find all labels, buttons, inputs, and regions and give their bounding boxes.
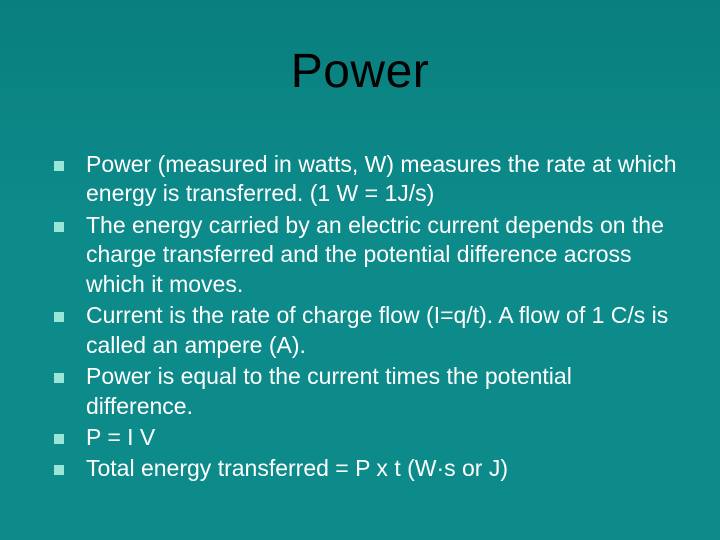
list-item: Current is the rate of charge flow (I=q/…: [54, 301, 684, 360]
bullet-text: Power is equal to the current times the …: [86, 362, 684, 421]
bullet-icon: [54, 373, 64, 383]
bullet-text: P = I V: [86, 423, 684, 452]
bullet-icon: [54, 312, 64, 322]
bullet-icon: [54, 434, 64, 444]
slide-title: Power: [0, 44, 720, 99]
list-item: P = I V: [54, 423, 684, 452]
list-item: The energy carried by an electric curren…: [54, 211, 684, 299]
bullet-text: Total energy transferred = P x t (W·s or…: [86, 454, 684, 483]
bullet-text: Current is the rate of charge flow (I=q/…: [86, 301, 684, 360]
bullet-icon: [54, 161, 64, 171]
bullet-text: Power (measured in watts, W) measures th…: [86, 150, 684, 209]
list-item: Power (measured in watts, W) measures th…: [54, 150, 684, 209]
slide: Power Power (measured in watts, W) measu…: [0, 0, 720, 540]
list-item: Total energy transferred = P x t (W·s or…: [54, 454, 684, 483]
list-item: Power is equal to the current times the …: [54, 362, 684, 421]
bullet-text: The energy carried by an electric curren…: [86, 211, 684, 299]
slide-content: Power (measured in watts, W) measures th…: [54, 150, 684, 486]
bullet-icon: [54, 465, 64, 475]
bullet-icon: [54, 222, 64, 232]
